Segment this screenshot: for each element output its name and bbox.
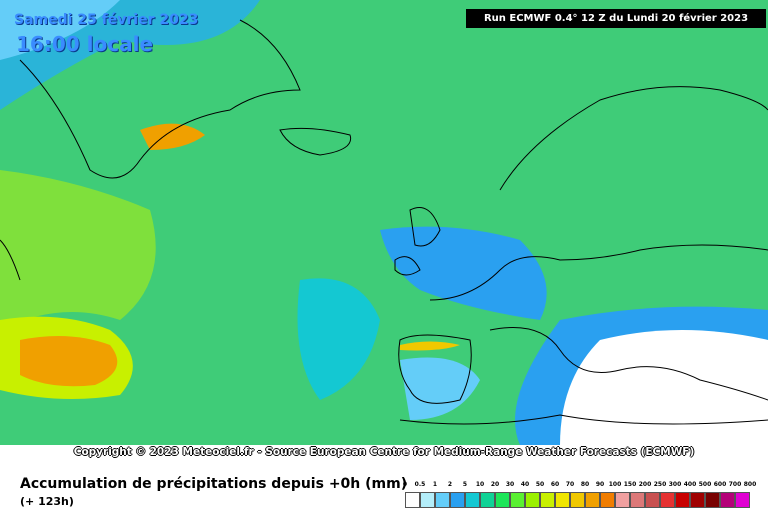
legend-label: 70 — [565, 481, 575, 488]
legend-label: 100 — [608, 481, 622, 488]
precip-area — [0, 170, 156, 330]
legend-label: 600 — [713, 481, 727, 488]
legend-swatch — [600, 492, 615, 508]
precip-area — [140, 123, 205, 150]
legend-label: 700 — [728, 481, 742, 488]
legend-swatch — [555, 492, 570, 508]
legend-swatch — [615, 492, 630, 508]
legend-swatch — [495, 492, 510, 508]
legend-swatch — [675, 492, 690, 508]
legend-label: 0.5 — [414, 481, 426, 488]
legend-swatch — [630, 492, 645, 508]
copyright: Copyright © 2023 Meteociel.fr - Source E… — [73, 446, 695, 458]
coastlines — [0, 19, 768, 425]
precip-area — [0, 0, 120, 60]
legend-label: 2 — [447, 481, 453, 488]
legend-label: 30 — [505, 481, 515, 488]
precip-area — [400, 357, 480, 420]
precip-area — [560, 330, 768, 445]
legend-swatch — [660, 492, 675, 508]
legend-swatch — [570, 492, 585, 508]
legend-label: 300 — [668, 481, 682, 488]
legend-swatch — [435, 492, 450, 508]
legend-label: 1 — [432, 481, 438, 488]
legend-label: 90 — [595, 481, 605, 488]
run-info: Run ECMWF 0.4° 12 Z du Lundi 20 février … — [466, 9, 766, 28]
legend-label: 400 — [683, 481, 697, 488]
legend-swatch — [525, 492, 540, 508]
precip-area — [380, 226, 547, 320]
legend-swatch — [420, 492, 435, 508]
legend-label: 500 — [698, 481, 712, 488]
legend-swatch — [450, 492, 465, 508]
legend-swatch — [735, 492, 750, 508]
legend-label: 50 — [535, 481, 545, 488]
legend-swatch — [405, 492, 420, 508]
legend-label: 0 — [402, 481, 408, 488]
legend-swatch — [645, 492, 660, 508]
lead-time: (+ 123h) — [20, 495, 74, 508]
precip-area — [400, 341, 460, 351]
legend-swatch — [465, 492, 480, 508]
legend-title: Accumulation de précipitations depuis +0… — [20, 476, 408, 492]
legend-label: 5 — [462, 481, 468, 488]
legend-label: 250 — [653, 481, 667, 488]
legend-label: 80 — [580, 481, 590, 488]
legend-label: 200 — [638, 481, 652, 488]
legend-swatch — [480, 492, 495, 508]
legend-label: 40 — [520, 481, 530, 488]
legend-label: 800 — [743, 481, 757, 488]
legend-label: 10 — [475, 481, 485, 488]
legend-label: 60 — [550, 481, 560, 488]
legend-swatch — [705, 492, 720, 508]
legend-swatch — [510, 492, 525, 508]
legend-label: 20 — [490, 481, 500, 488]
legend-swatch — [720, 492, 735, 508]
legend-swatch — [540, 492, 555, 508]
legend-label: 150 — [623, 481, 637, 488]
time: 16:00 locale — [16, 32, 153, 56]
map — [0, 0, 768, 445]
legend-swatch — [690, 492, 705, 508]
legend-swatch — [585, 492, 600, 508]
precip-area — [297, 278, 380, 400]
precip-area — [20, 336, 118, 387]
date: Samedi 25 février 2023 — [14, 12, 199, 28]
